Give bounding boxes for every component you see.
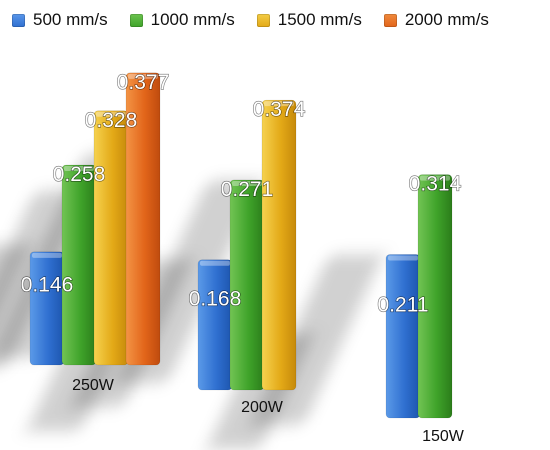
legend-label-1500: 1500 mm/s: [277, 10, 362, 29]
bar-200W-1000mms: [229, 179, 265, 391]
bar-highlight: [32, 252, 62, 258]
legend-swatch-1500: [256, 13, 270, 27]
legend-item-2000: 2000 mm/s: [383, 10, 489, 30]
bar-highlight: [264, 101, 294, 107]
bar-highlight: [96, 111, 126, 117]
legend-label-2000: 2000 mm/s: [404, 10, 489, 29]
value-label: 0.377: [117, 71, 170, 94]
bar-250W-1000mms: [61, 164, 97, 366]
legend-swatch-500: [12, 13, 25, 27]
value-label: 0.211: [378, 294, 429, 317]
group-label-250W: 250W: [72, 377, 115, 394]
bar-200W-500mms: [197, 259, 233, 391]
value-label: 0.328: [85, 109, 138, 132]
bar-highlight: [420, 175, 450, 181]
bar-150W-1000mms: [417, 174, 453, 419]
group-label-150W: 150W: [422, 428, 465, 445]
bar-highlight: [232, 180, 262, 186]
bar-150W-500mms: [385, 254, 421, 419]
legend-label-500: 500 mm/s: [33, 10, 108, 29]
legend-item-1500: 1500 mm/s: [256, 10, 362, 30]
group-label-200W: 200W: [241, 399, 284, 416]
legend-label-1000: 1000 mm/s: [150, 10, 235, 29]
bar-highlight: [64, 166, 94, 172]
bar-highlight: [388, 255, 418, 261]
bar-highlight: [128, 73, 158, 79]
value-label: 0.168: [189, 287, 242, 310]
value-label: 0.271: [221, 178, 274, 201]
bar-200W-1500mms: [261, 99, 297, 391]
legend-item-1000: 1000 mm/s: [129, 10, 235, 30]
value-label: 0.374: [253, 98, 306, 121]
legend-swatch-2000: [383, 13, 397, 27]
legend-item-500: 500 mm/s: [12, 10, 108, 30]
bar-250W-2000mms: [125, 72, 161, 366]
legend-swatch-1000: [129, 13, 143, 27]
bar-250W-500mms: [29, 251, 65, 366]
bar-250W-1500mms: [93, 110, 129, 366]
value-label: 0.146: [21, 273, 74, 296]
bar-highlight: [200, 260, 230, 266]
value-label: 0.314: [409, 173, 462, 196]
legend: 500 mm/s 1000 mm/s 1500 mm/s 2000 mm/s: [12, 10, 489, 30]
value-label: 0.258: [53, 163, 106, 186]
